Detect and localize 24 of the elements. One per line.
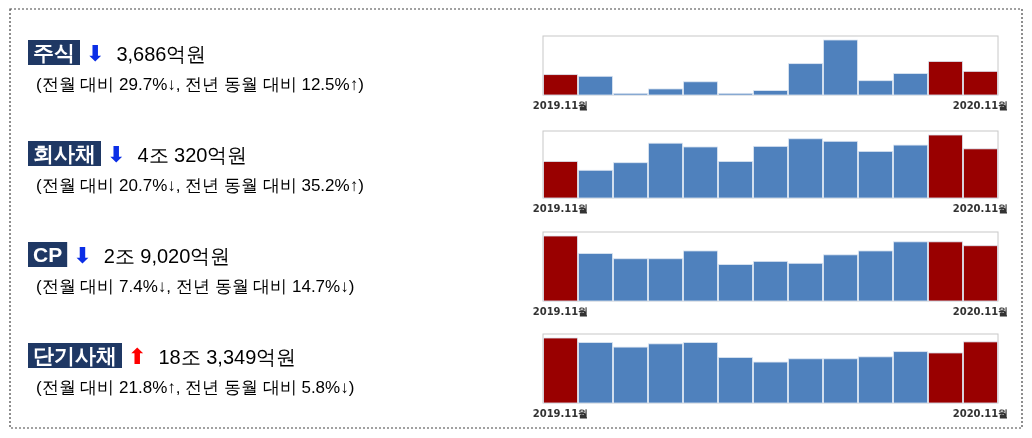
- x-tick-label: 2020.11월: [952, 203, 1009, 214]
- x-tick-label: 2019.11월: [532, 306, 589, 317]
- text: (전월 대비 29.7%↓, 전년 동월 대비 12.5%↑): [36, 75, 364, 94]
- x-tick-label: 2020.11월: [952, 100, 1009, 111]
- text: ⬆: [128, 344, 147, 369]
- x-tick-label: 2019.11월: [532, 408, 589, 419]
- text: 4조 320억원: [137, 144, 248, 166]
- text: CP: [33, 243, 63, 266]
- text: (전월 대비 20.7%↓, 전년 동월 대비 35.2%↑): [36, 176, 364, 195]
- x-tick-label: 2020.11월: [952, 306, 1009, 317]
- text: ⬇: [73, 243, 92, 268]
- text: ⬇: [107, 142, 126, 167]
- x-tick-label: 2020.11월: [952, 408, 1009, 419]
- text: 단기사채: [33, 344, 117, 367]
- text: 회사채: [33, 142, 96, 165]
- text: (전월 대비 21.8%↑, 전년 동월 대비 5.8%↓): [36, 378, 355, 397]
- x-tick-label: 2019.11월: [532, 100, 589, 111]
- x-tick-label: 2019.11월: [532, 203, 589, 214]
- text: 주식: [33, 41, 75, 64]
- text: (전월 대비 7.4%↓, 전년 동월 대비 14.7%↓): [36, 277, 355, 296]
- text: 2조 9,020억원: [103, 245, 231, 267]
- text: 18조 3,349억원: [158, 346, 297, 368]
- text: 3,686억원: [116, 43, 207, 65]
- text: ⬇: [86, 41, 105, 66]
